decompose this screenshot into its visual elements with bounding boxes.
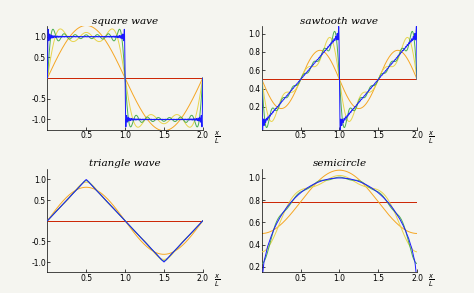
- Title: semicircle: semicircle: [312, 159, 366, 168]
- Title: square wave: square wave: [92, 17, 158, 25]
- Text: $\frac{x}{L}$: $\frac{x}{L}$: [428, 130, 434, 146]
- Text: $\frac{x}{L}$: $\frac{x}{L}$: [214, 272, 220, 289]
- Text: $\frac{x}{L}$: $\frac{x}{L}$: [214, 130, 220, 146]
- Text: $\frac{x}{L}$: $\frac{x}{L}$: [428, 272, 434, 289]
- Title: sawtooth wave: sawtooth wave: [301, 17, 378, 25]
- Title: triangle wave: triangle wave: [89, 159, 161, 168]
